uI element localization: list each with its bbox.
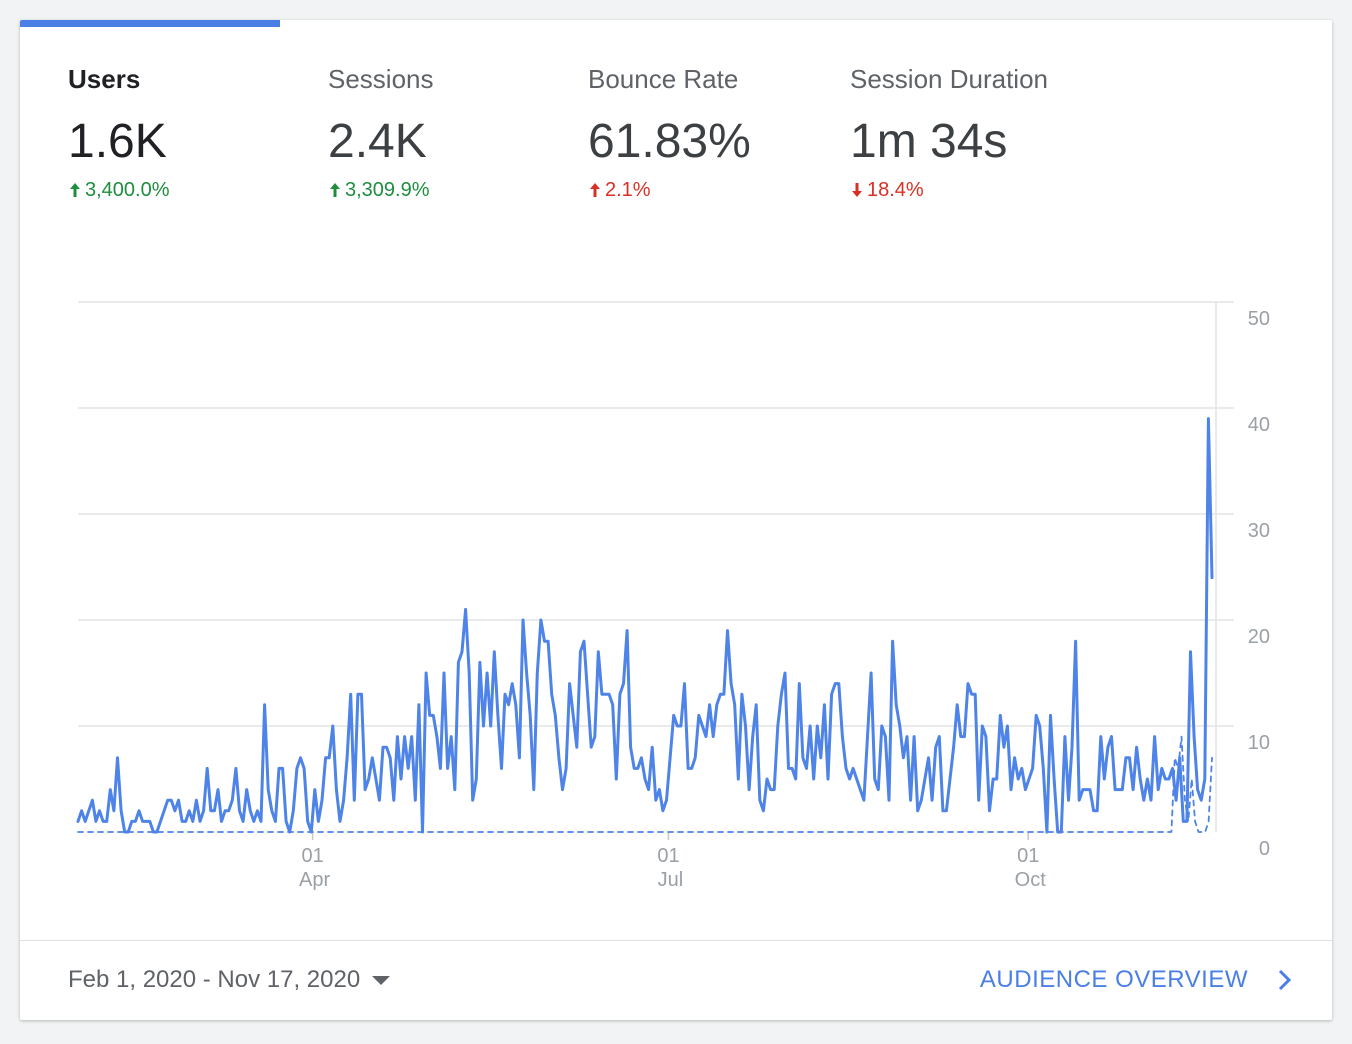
y-tick-label: 0 <box>1259 838 1270 860</box>
series-line-solid <box>76 417 1214 834</box>
metric-value: 1m 34s <box>850 115 1008 168</box>
metric-label: Bounce Rate <box>588 64 739 94</box>
audience-card: Users 1.6K 3,400.0% Sessions 2.4K 3,309.… <box>20 20 1332 1020</box>
metric-change: 3,309.9% <box>328 178 588 202</box>
y-tick-label: 20 <box>1248 626 1270 648</box>
caret-down-icon <box>372 975 391 985</box>
x-tick-month-label: Jul <box>658 869 684 891</box>
active-tab-indicator <box>20 20 280 27</box>
arrow-down-icon <box>852 183 862 197</box>
audience-overview-link[interactable]: AUDIENCE OVERVIEW <box>980 963 1292 997</box>
metric-session-duration[interactable]: Session Duration 1m 34s 18.4% <box>850 64 1110 202</box>
card-footer: Feb 1, 2020 - Nov 17, 2020 AUDIENCE OVER… <box>20 940 1332 1020</box>
y-axis: 0 10 20 30 40 50 <box>1248 308 1270 860</box>
chart-series <box>76 417 1214 834</box>
metric-label: Users <box>68 64 141 94</box>
x-tick-month-label: Oct <box>1015 869 1047 891</box>
metric-change: 2.1% <box>588 178 848 202</box>
metric-users[interactable]: Users 1.6K 3,400.0% <box>68 64 328 202</box>
metric-change: 3,400.0% <box>68 178 328 202</box>
y-tick-label: 10 <box>1248 732 1270 754</box>
x-tick-day-label: 01 <box>1017 845 1039 867</box>
metric-value: 2.4K <box>328 115 427 168</box>
date-range-label: Feb 1, 2020 - Nov 17, 2020 <box>68 966 361 993</box>
audience-overview-label: AUDIENCE OVERVIEW <box>979 966 1248 993</box>
metric-label: Sessions <box>328 64 434 94</box>
metric-value: 1.6K <box>68 115 167 168</box>
metric-value: 61.83% <box>588 115 751 168</box>
x-tick-month-label: Apr <box>299 869 330 891</box>
metric-change-value: 3,309.9% <box>345 179 430 201</box>
y-tick-label: 50 <box>1248 308 1270 330</box>
chevron-right-icon <box>1278 969 1292 991</box>
chart-gridlines <box>78 301 1234 832</box>
y-tick-label: 30 <box>1248 520 1270 542</box>
arrow-up-icon <box>330 183 340 197</box>
x-tick-day-label: 01 <box>657 845 679 867</box>
series-line-dashed <box>77 735 1213 833</box>
metric-sessions[interactable]: Sessions 2.4K 3,309.9% <box>328 64 588 202</box>
metric-bounce-rate[interactable]: Bounce Rate 61.83% 2.1% <box>588 64 848 202</box>
metric-label: Session Duration <box>850 64 1048 94</box>
y-tick-label: 40 <box>1248 414 1270 436</box>
metric-change: 18.4% <box>850 178 1110 202</box>
metric-change-value: 2.1% <box>605 179 651 201</box>
metric-change-value: 3,400.0% <box>85 179 170 201</box>
metric-change-value: 18.4% <box>867 179 924 201</box>
arrow-up-icon <box>590 183 600 197</box>
arrow-up-icon <box>70 183 80 197</box>
date-range-selector[interactable]: Feb 1, 2020 - Nov 17, 2020 <box>68 963 391 997</box>
x-tick-day-label: 01 <box>301 845 323 867</box>
